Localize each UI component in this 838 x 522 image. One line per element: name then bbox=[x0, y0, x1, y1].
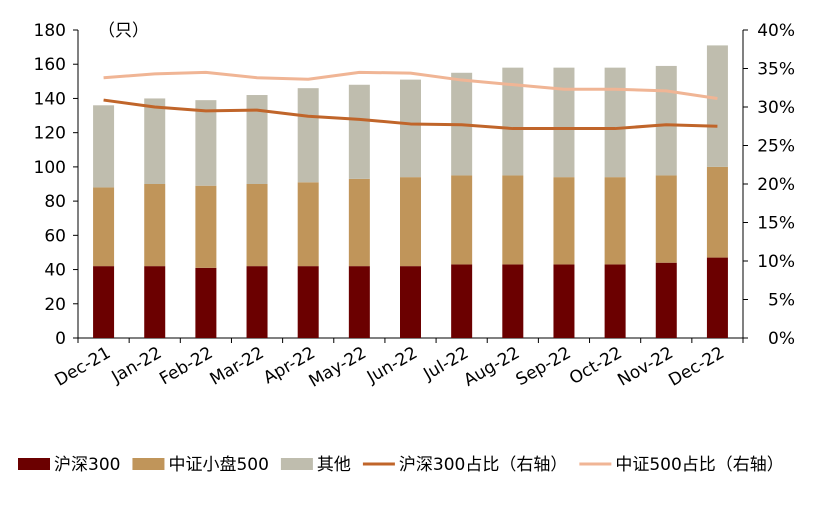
x-tick-label: Feb-22 bbox=[156, 343, 216, 389]
x-tick-label: Dec-22 bbox=[665, 343, 728, 391]
bar-segment bbox=[451, 175, 473, 265]
legend-label: 中证小盘500 bbox=[168, 455, 268, 475]
series-line bbox=[103, 70, 718, 101]
right-tick-label: 15% bbox=[757, 214, 795, 234]
legend-label: 沪深300占比（右轴） bbox=[399, 455, 567, 475]
left-tick-label: 60 bbox=[44, 226, 66, 246]
x-tick-label: Jun-22 bbox=[363, 343, 421, 388]
x-tick-label: Oct-22 bbox=[566, 343, 626, 389]
left-axis-unit-label: （只） bbox=[98, 21, 149, 41]
right-tick-label: 40% bbox=[757, 21, 795, 41]
right-tick-label: 35% bbox=[757, 60, 795, 80]
legend-label: 沪深300 bbox=[54, 455, 120, 475]
bar-segment bbox=[93, 187, 115, 267]
bar-segment bbox=[195, 185, 217, 268]
right-tick-label: 25% bbox=[757, 137, 795, 157]
bar-segment bbox=[297, 266, 319, 338]
bar-segment bbox=[553, 177, 575, 265]
x-tick-label: Dec-21 bbox=[52, 343, 115, 391]
legend-swatch bbox=[18, 458, 50, 470]
bar-segment bbox=[297, 88, 319, 183]
bar-segment bbox=[246, 184, 268, 267]
bar-segment bbox=[348, 178, 370, 267]
x-tick-label: May-22 bbox=[306, 343, 370, 392]
right-tick-label: 30% bbox=[757, 98, 795, 118]
lines bbox=[103, 70, 718, 131]
bar-segment bbox=[706, 45, 728, 167]
left-tick-label: 80 bbox=[44, 192, 66, 212]
x-axis-labels: Dec-21Jan-22Feb-22Mar-22Apr-22May-22Jun-… bbox=[52, 343, 728, 392]
right-tick-label: 10% bbox=[757, 252, 795, 272]
bar-segment bbox=[144, 184, 166, 267]
x-tick-label: Jan-22 bbox=[108, 343, 166, 388]
x-tick-label: Sep-22 bbox=[513, 343, 575, 390]
bar-segment bbox=[195, 100, 217, 186]
bar-segment bbox=[553, 67, 575, 178]
bar-segment bbox=[604, 177, 626, 265]
legend: 沪深300 中证小盘500 其他 沪深300占比（右轴） 中证500占比（右轴） bbox=[18, 455, 784, 475]
legend-swatch bbox=[132, 458, 165, 470]
bar-segment bbox=[706, 257, 728, 338]
bar-segment bbox=[348, 84, 370, 179]
bar-segment bbox=[502, 264, 524, 338]
legend-label: 其他 bbox=[317, 455, 351, 475]
right-axis-ticks: 0% 5% 10% 15% 20% 25% 30% 35% 40% bbox=[743, 21, 795, 349]
series-line bbox=[103, 98, 718, 131]
left-tick-label: 140 bbox=[34, 89, 66, 109]
left-tick-label: 20 bbox=[44, 295, 66, 315]
right-tick-label: 0% bbox=[768, 329, 795, 349]
x-tick-label: Aug-22 bbox=[461, 343, 524, 391]
bars bbox=[93, 45, 728, 338]
legend-swatch bbox=[280, 458, 313, 470]
bar-segment bbox=[502, 67, 524, 176]
left-tick-label: 180 bbox=[34, 21, 66, 41]
left-tick-label: 160 bbox=[34, 55, 66, 75]
bar-segment bbox=[655, 65, 677, 176]
left-tick-label: 0 bbox=[55, 329, 66, 349]
bar-segment bbox=[144, 266, 166, 338]
right-tick-label: 20% bbox=[757, 175, 795, 195]
bar-segment bbox=[246, 95, 268, 184]
bar-segment bbox=[553, 264, 575, 338]
bar-segment bbox=[451, 264, 473, 338]
bar-segment bbox=[706, 166, 728, 258]
bar-segment bbox=[400, 266, 421, 338]
right-tick-label: 5% bbox=[768, 291, 795, 311]
bar-segment bbox=[93, 266, 115, 338]
left-tick-label: 40 bbox=[44, 261, 66, 281]
bar-segment bbox=[400, 177, 421, 267]
bar-segment bbox=[93, 105, 115, 188]
left-tick-label: 100 bbox=[34, 158, 66, 178]
legend-label: 中证500占比（右轴） bbox=[615, 455, 783, 475]
bar-segment bbox=[195, 267, 217, 338]
bar-segment bbox=[297, 182, 319, 267]
bar-segment bbox=[144, 98, 166, 184]
bar-segment bbox=[655, 175, 677, 263]
bar-segment bbox=[348, 266, 370, 338]
bar-segment bbox=[604, 67, 626, 178]
bar-segment bbox=[655, 262, 677, 338]
left-tick-label: 120 bbox=[34, 124, 66, 144]
bar-segment bbox=[604, 264, 626, 338]
bar-segment bbox=[502, 175, 524, 265]
left-axis-ticks: 0 20 40 60 80 100 120 140 160 180 bbox=[34, 21, 78, 349]
x-tick-label: Mar-22 bbox=[207, 343, 268, 390]
x-tick-label: Nov-22 bbox=[614, 343, 676, 391]
bar-segment bbox=[400, 79, 421, 178]
bar-segment bbox=[246, 266, 268, 338]
